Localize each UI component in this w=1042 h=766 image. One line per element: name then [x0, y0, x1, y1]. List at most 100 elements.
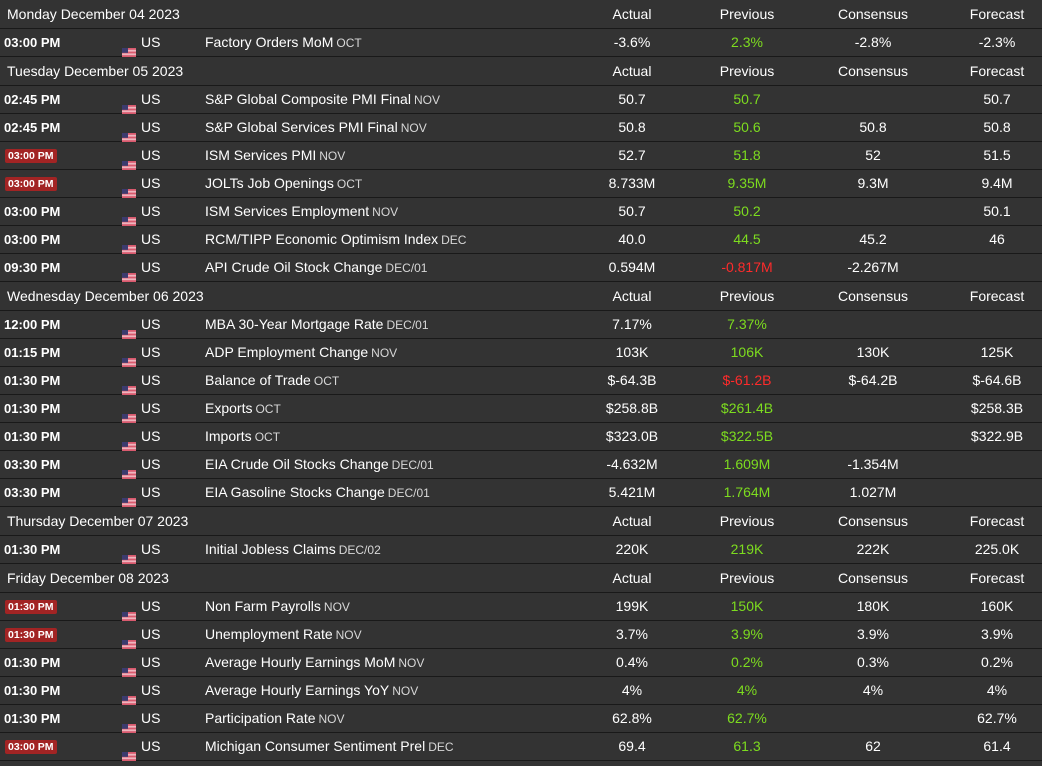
event-name[interactable]: MBA 30-Year Mortgage Rate — [205, 316, 384, 332]
column-header-forecast[interactable]: Forecast — [969, 6, 1025, 22]
event-row[interactable]: 01:30 PM US Unemployment Rate NOV 3.7% 3.9% 3.… — [0, 621, 1042, 649]
event-name[interactable]: Non Farm Payrolls — [205, 598, 321, 614]
event-actual: $323.0B — [605, 428, 659, 444]
event-country: US — [141, 91, 161, 107]
event-consensus: 62 — [865, 738, 881, 754]
day-header: Thursday December 07 2023 Actual Previous C… — [0, 507, 1042, 536]
event-reference-period: DEC/01 — [385, 261, 428, 275]
event-country: US — [141, 682, 161, 698]
event-name[interactable]: S&P Global Services PMI Final — [205, 119, 398, 135]
event-row[interactable]: 01:30 PM US Initial Jobless Claims DEC/02 22… — [0, 536, 1042, 564]
event-name[interactable]: Initial Jobless Claims — [205, 541, 336, 557]
event-row[interactable]: 03:00 PM US Michigan Consumer Sentiment Pr… — [0, 733, 1042, 761]
event-row[interactable]: 09:30 PM US API Crude Oil Stock Change DEC/… — [0, 254, 1042, 282]
event-name-link[interactable]: Michigan Consumer Sentiment Prel DEC — [205, 733, 454, 761]
event-name-link[interactable]: Imports OCT — [205, 423, 280, 451]
column-header-previous[interactable]: Previous — [719, 63, 775, 79]
event-name[interactable]: Exports — [205, 400, 253, 416]
column-header-previous[interactable]: Previous — [719, 6, 775, 22]
column-header-forecast[interactable]: Forecast — [969, 63, 1025, 79]
event-time: 01:30 PM — [4, 373, 61, 388]
event-name-link[interactable]: S&P Global Composite PMI Final NOV — [205, 86, 440, 114]
event-row[interactable]: 03:00 PM US Factory Orders MoM OCT -3.6% 2.3%… — [0, 29, 1042, 57]
event-reference-period: DEC/01 — [391, 458, 434, 472]
event-name-link[interactable]: Factory Orders MoM OCT — [205, 29, 362, 57]
event-name-link[interactable]: ISM Services Employment NOV — [205, 198, 398, 226]
event-name[interactable]: Average Hourly Earnings MoM — [205, 654, 396, 670]
event-name[interactable]: ISM Services PMI — [205, 147, 317, 163]
event-name[interactable]: RCM/TIPP Economic Optimism Index — [205, 231, 439, 247]
event-name-link[interactable]: MBA 30-Year Mortgage Rate DEC/01 — [205, 311, 429, 339]
column-header-actual[interactable]: Actual — [612, 6, 652, 22]
event-row[interactable]: 01:30 PM US Balance of Trade OCT $-64.3B $-61… — [0, 367, 1042, 395]
event-row[interactable]: 01:30 PM US Non Farm Payrolls NOV 199K 150K 18… — [0, 593, 1042, 621]
event-row[interactable]: 01:30 PM US Imports OCT $323.0B $322.5B $322.9… — [0, 423, 1042, 451]
event-name-link[interactable]: Initial Jobless Claims DEC/02 — [205, 536, 381, 564]
column-header-consensus[interactable]: Consensus — [837, 6, 909, 22]
column-header-consensus[interactable]: Consensus — [837, 288, 909, 304]
event-row[interactable]: 02:45 PM US S&P Global Composite PMI Final… — [0, 86, 1042, 114]
event-name-link[interactable]: Exports OCT — [205, 395, 281, 423]
column-header-previous[interactable]: Previous — [719, 288, 775, 304]
event-name-link[interactable]: S&P Global Services PMI Final NOV — [205, 114, 427, 142]
column-header-consensus[interactable]: Consensus — [837, 570, 909, 586]
event-name-link[interactable]: RCM/TIPP Economic Optimism Index DEC — [205, 226, 466, 254]
event-name-link[interactable]: Average Hourly Earnings MoM NOV — [205, 649, 424, 677]
event-name-link[interactable]: Non Farm Payrolls NOV — [205, 593, 350, 621]
event-row[interactable]: 12:00 PM US MBA 30-Year Mortgage Rate DEC/0… — [0, 311, 1042, 339]
us-flag-icon — [122, 743, 136, 761]
event-name-link[interactable]: Unemployment Rate NOV — [205, 621, 362, 649]
event-name[interactable]: Average Hourly Earnings YoY — [205, 682, 390, 698]
event-row[interactable]: 01:30 PM US Exports OCT $258.8B $261.4B $258.3… — [0, 395, 1042, 423]
event-name-link[interactable]: JOLTs Job Openings OCT — [205, 170, 362, 198]
event-name-link[interactable]: API Crude Oil Stock Change DEC/01 — [205, 254, 427, 282]
event-name-link[interactable]: EIA Crude Oil Stocks Change DEC/01 — [205, 451, 434, 479]
event-name[interactable]: ISM Services Employment — [205, 203, 370, 219]
event-name-link[interactable]: ADP Employment Change NOV — [205, 339, 397, 367]
event-actual: 50.7 — [618, 203, 646, 219]
event-row[interactable]: 01:30 PM US Participation Rate NOV 62.8% 62.7… — [0, 705, 1042, 733]
column-header-previous[interactable]: Previous — [719, 570, 775, 586]
event-name[interactable]: Unemployment Rate — [205, 626, 333, 642]
event-name[interactable]: JOLTs Job Openings — [205, 175, 334, 191]
event-name-link[interactable]: Average Hourly Earnings YoY NOV — [205, 677, 418, 705]
event-name[interactable]: Imports — [205, 428, 252, 444]
column-header-actual[interactable]: Actual — [612, 63, 652, 79]
event-name[interactable]: Factory Orders MoM — [205, 34, 334, 50]
event-row[interactable]: 03:30 PM US EIA Gasoline Stocks Change DEC/… — [0, 479, 1042, 507]
column-header-forecast[interactable]: Forecast — [969, 570, 1025, 586]
column-header-previous[interactable]: Previous — [719, 513, 775, 529]
event-name[interactable]: Participation Rate — [205, 710, 316, 726]
column-header-consensus[interactable]: Consensus — [837, 63, 909, 79]
event-actual: 3.7% — [616, 626, 648, 642]
event-name[interactable]: Balance of Trade — [205, 372, 311, 388]
us-flag-icon — [122, 715, 136, 733]
us-flag-icon — [122, 180, 136, 198]
column-header-actual[interactable]: Actual — [612, 513, 652, 529]
event-row[interactable]: 03:30 PM US EIA Crude Oil Stocks Change DEC… — [0, 451, 1042, 479]
event-row[interactable]: 03:00 PM US RCM/TIPP Economic Optimism Ind… — [0, 226, 1042, 254]
column-header-actual[interactable]: Actual — [612, 570, 652, 586]
event-name[interactable]: EIA Crude Oil Stocks Change — [205, 456, 389, 472]
event-row[interactable]: 03:00 PM US ISM Services Employment NOV 50.7… — [0, 198, 1042, 226]
event-row[interactable]: 01:15 PM US ADP Employment Change NOV 103K 10… — [0, 339, 1042, 367]
event-name-link[interactable]: Participation Rate NOV — [205, 705, 345, 733]
event-row[interactable]: 01:30 PM US Average Hourly Earnings YoY NOV… — [0, 677, 1042, 705]
column-header-actual[interactable]: Actual — [612, 288, 652, 304]
event-name-link[interactable]: ISM Services PMI NOV — [205, 142, 345, 170]
column-header-forecast[interactable]: Forecast — [969, 288, 1025, 304]
column-header-forecast[interactable]: Forecast — [969, 513, 1025, 529]
event-name-link[interactable]: EIA Gasoline Stocks Change DEC/01 — [205, 479, 430, 507]
event-row[interactable]: 02:45 PM US S&P Global Services PMI Final N… — [0, 114, 1042, 142]
event-time: 01:30 PM — [4, 542, 61, 557]
event-name[interactable]: EIA Gasoline Stocks Change — [205, 484, 385, 500]
column-header-consensus[interactable]: Consensus — [837, 513, 909, 529]
event-name[interactable]: S&P Global Composite PMI Final — [205, 91, 411, 107]
event-row[interactable]: 01:30 PM US Average Hourly Earnings MoM NOV… — [0, 649, 1042, 677]
event-row[interactable]: 03:00 PM US ISM Services PMI NOV 52.7 51.8 52 5… — [0, 142, 1042, 170]
event-name[interactable]: Michigan Consumer Sentiment Prel — [205, 738, 426, 754]
event-name[interactable]: API Crude Oil Stock Change — [205, 259, 383, 275]
event-name[interactable]: ADP Employment Change — [205, 344, 369, 360]
event-row[interactable]: 03:00 PM US JOLTs Job Openings OCT 8.733M 9.3… — [0, 170, 1042, 198]
event-name-link[interactable]: Balance of Trade OCT — [205, 367, 339, 395]
